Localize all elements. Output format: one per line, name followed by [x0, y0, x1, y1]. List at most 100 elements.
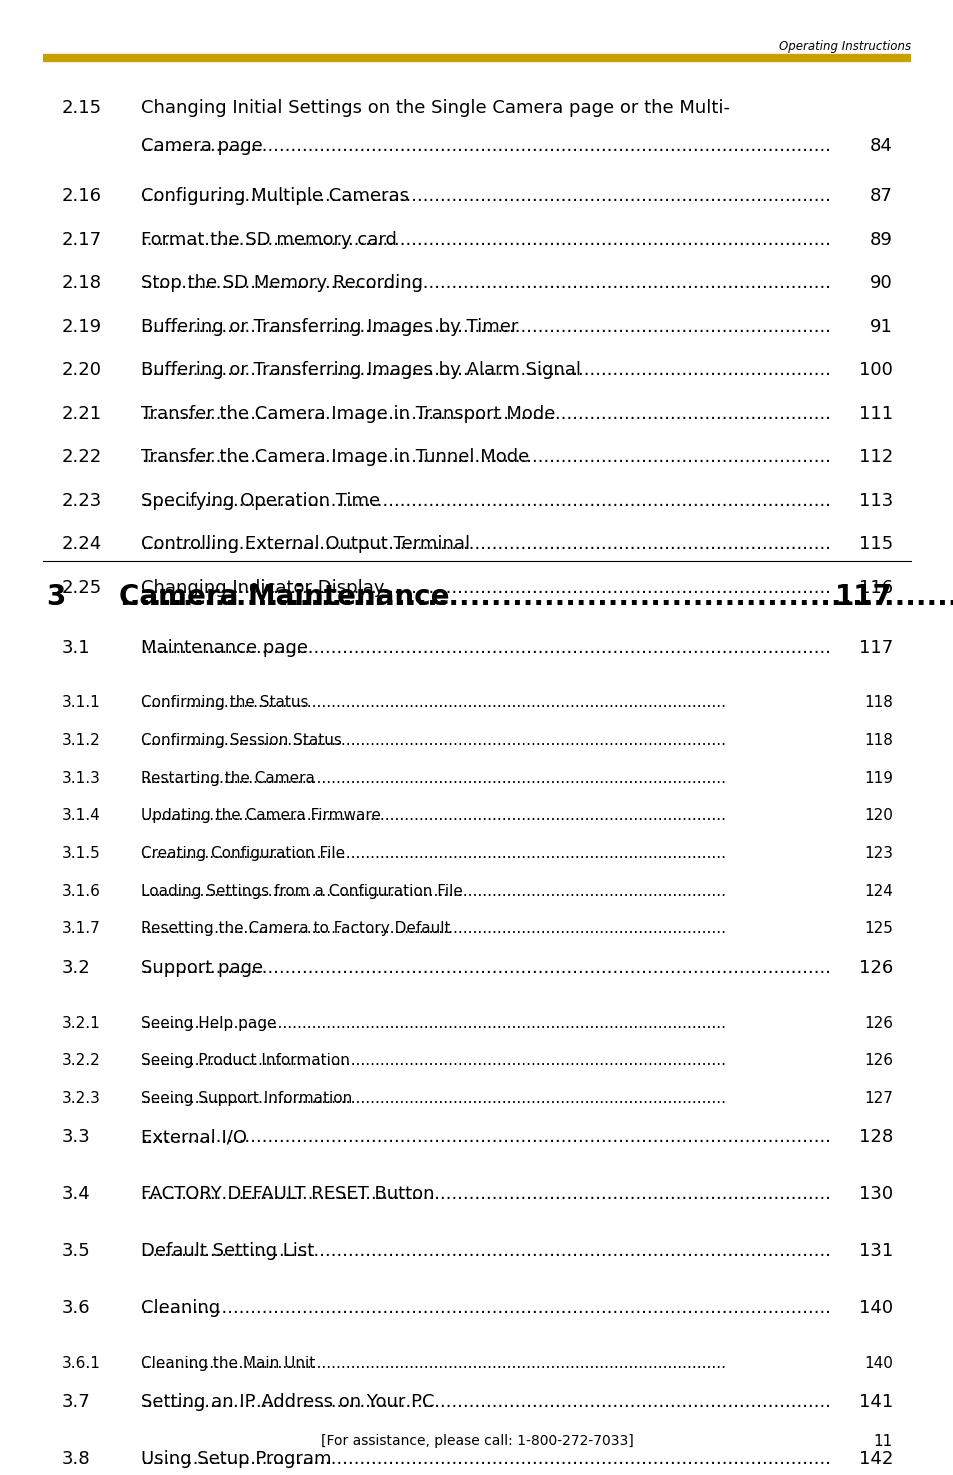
- Text: Changing Initial Settings on the Single Camera page or the Multi-: Changing Initial Settings on the Single …: [141, 99, 729, 117]
- Text: 3: 3: [46, 583, 65, 611]
- Text: 128: 128: [858, 1128, 892, 1146]
- Text: 124: 124: [863, 884, 892, 898]
- Text: 3.1.4: 3.1.4: [62, 808, 101, 823]
- Text: 117: 117: [834, 583, 892, 611]
- Text: 3.5: 3.5: [62, 1242, 91, 1260]
- Text: ................................................................................: ........................................…: [141, 920, 725, 937]
- Text: 113: 113: [858, 491, 892, 510]
- Text: ................................................................................: ........................................…: [141, 884, 725, 898]
- Text: Confirming Session Status: Confirming Session Status: [141, 733, 342, 748]
- Text: External I/O: External I/O: [141, 1128, 247, 1146]
- Text: Format the SD memory card: Format the SD memory card: [141, 230, 396, 249]
- Text: Seeing Product Information: Seeing Product Information: [141, 1053, 350, 1068]
- Text: Transfer the Camera Image in Transport Mode: Transfer the Camera Image in Transport M…: [141, 404, 555, 423]
- Text: 3.2: 3.2: [62, 959, 91, 976]
- Text: Stop the SD Memory Recording: Stop the SD Memory Recording: [141, 274, 423, 292]
- Text: ................................................................................: ........................................…: [141, 535, 830, 553]
- Text: 117: 117: [858, 639, 892, 656]
- Text: Maintenance page: Maintenance page: [141, 639, 308, 656]
- Text: 3.1.5: 3.1.5: [62, 847, 101, 861]
- Text: 2.16: 2.16: [62, 187, 102, 205]
- Text: 2.19: 2.19: [62, 317, 102, 336]
- Text: 89: 89: [869, 230, 892, 249]
- Text: 116: 116: [858, 578, 892, 597]
- Text: Updating the Camera Firmware: Updating the Camera Firmware: [141, 808, 380, 823]
- Text: 84: 84: [869, 137, 892, 155]
- Text: 2.20: 2.20: [62, 361, 102, 379]
- Text: 125: 125: [863, 920, 892, 937]
- Text: 3.6.1: 3.6.1: [62, 1356, 101, 1370]
- Text: 140: 140: [858, 1299, 892, 1317]
- Text: Cleaning the Main Unit: Cleaning the Main Unit: [141, 1356, 315, 1370]
- Text: 126: 126: [858, 959, 892, 976]
- Text: Specifying Operation Time: Specifying Operation Time: [141, 491, 380, 510]
- Text: 118: 118: [863, 733, 892, 748]
- Text: Operating Instructions: Operating Instructions: [779, 40, 910, 53]
- Text: 126: 126: [863, 1016, 892, 1031]
- Text: ................................................................................: ........................................…: [141, 1186, 830, 1204]
- Text: 112: 112: [858, 448, 892, 466]
- Text: Restarting the Camera: Restarting the Camera: [141, 770, 314, 786]
- Text: Buffering or Transferring Images by Alarm Signal: Buffering or Transferring Images by Alar…: [141, 361, 580, 379]
- Text: FACTORY DEFAULT RESET Button: FACTORY DEFAULT RESET Button: [141, 1186, 435, 1204]
- Text: 130: 130: [858, 1186, 892, 1204]
- Text: 100: 100: [858, 361, 892, 379]
- Text: 2.15: 2.15: [62, 99, 102, 117]
- Text: Buffering or Transferring Images by Timer: Buffering or Transferring Images by Time…: [141, 317, 518, 336]
- Text: ................................................................................: ........................................…: [141, 733, 725, 748]
- Text: Changing Indicator Display: Changing Indicator Display: [141, 578, 384, 597]
- Text: 3.6: 3.6: [62, 1299, 91, 1317]
- Text: ................................................................................: ........................................…: [141, 187, 830, 205]
- Text: 3.7: 3.7: [62, 1394, 91, 1412]
- Text: ................................................................................: ........................................…: [141, 1356, 725, 1370]
- Text: 2.17: 2.17: [62, 230, 102, 249]
- Text: 127: 127: [863, 1092, 892, 1106]
- Text: Camera Maintenance: Camera Maintenance: [119, 583, 449, 611]
- Text: Seeing Help page: Seeing Help page: [141, 1016, 276, 1031]
- Text: 3.1.1: 3.1.1: [62, 696, 101, 711]
- Text: ................................................................................: ........................................…: [141, 230, 830, 249]
- Text: 123: 123: [863, 847, 892, 861]
- Text: 3.1: 3.1: [62, 639, 91, 656]
- Text: 141: 141: [858, 1394, 892, 1412]
- Text: ................................................................................: ........................................…: [141, 404, 830, 423]
- Text: Default Setting List: Default Setting List: [141, 1242, 314, 1260]
- Text: ................................................................................: ........................................…: [141, 808, 725, 823]
- Text: Configuring Multiple Cameras: Configuring Multiple Cameras: [141, 187, 409, 205]
- Text: ................................................................................: ........................................…: [141, 361, 830, 379]
- Text: ................................................................................: ........................................…: [141, 770, 725, 786]
- Text: 3.2.2: 3.2.2: [62, 1053, 101, 1068]
- Text: Setting an IP Address on Your PC: Setting an IP Address on Your PC: [141, 1394, 435, 1412]
- Text: ................................................................................: ........................................…: [141, 448, 830, 466]
- Text: 11: 11: [873, 1434, 892, 1448]
- Text: Using Setup Program: Using Setup Program: [141, 1450, 332, 1468]
- Text: ................................................................................: ........................................…: [141, 847, 725, 861]
- Text: 115: 115: [858, 535, 892, 553]
- Text: Transfer the Camera Image in Tunnel Mode: Transfer the Camera Image in Tunnel Mode: [141, 448, 529, 466]
- Text: 2.18: 2.18: [62, 274, 102, 292]
- Text: 87: 87: [869, 187, 892, 205]
- Text: 3.8: 3.8: [62, 1450, 91, 1468]
- Text: Cleaning: Cleaning: [141, 1299, 220, 1317]
- Text: ................................................................................: ........................................…: [141, 578, 830, 597]
- Text: 3.1.2: 3.1.2: [62, 733, 101, 748]
- Text: 91: 91: [869, 317, 892, 336]
- Text: ................................................................................: ........................................…: [141, 317, 830, 336]
- Text: ................................................................................: ........................................…: [141, 491, 830, 510]
- Text: 126: 126: [863, 1053, 892, 1068]
- Text: 3.3: 3.3: [62, 1128, 91, 1146]
- Text: Resetting the Camera to Factory Default: Resetting the Camera to Factory Default: [141, 920, 450, 937]
- Text: Camera page: Camera page: [141, 137, 263, 155]
- Text: ................................................................................: ........................................…: [141, 137, 830, 155]
- Text: 3.1.3: 3.1.3: [62, 770, 101, 786]
- Text: Loading Settings from a Configuration File: Loading Settings from a Configuration Fi…: [141, 884, 462, 898]
- Text: ................................................................................: ........................................…: [141, 1016, 725, 1031]
- Text: ................................................................................: ........................................…: [141, 1242, 830, 1260]
- Text: 3.2.1: 3.2.1: [62, 1016, 101, 1031]
- Text: Support page: Support page: [141, 959, 263, 976]
- Text: 118: 118: [863, 696, 892, 711]
- Text: 3.2.3: 3.2.3: [62, 1092, 101, 1106]
- Text: ................................................................................: ........................................…: [141, 959, 830, 976]
- Text: Seeing Support Information: Seeing Support Information: [141, 1092, 352, 1106]
- Text: ................................................................................: ........................................…: [141, 1053, 725, 1068]
